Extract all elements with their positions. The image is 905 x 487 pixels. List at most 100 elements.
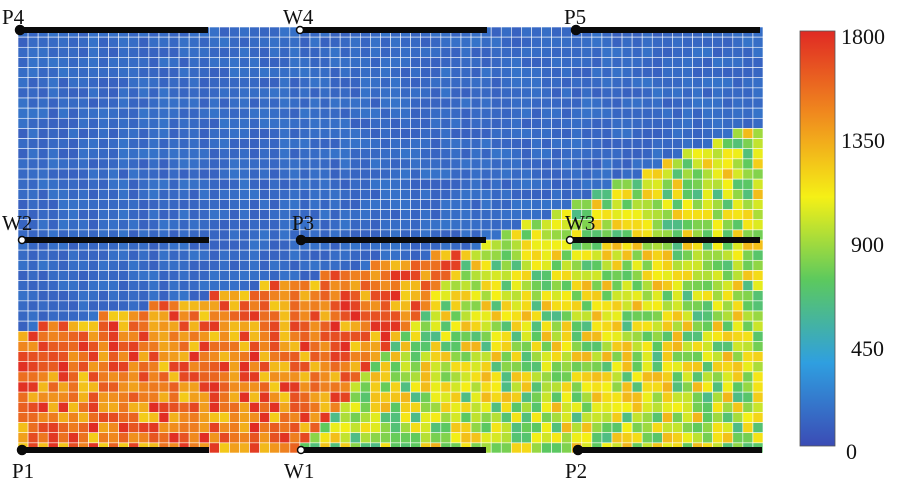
heatmap-cell (349, 107, 361, 119)
heatmap-cell (37, 412, 49, 423)
heatmap-cell (722, 351, 734, 363)
heatmap-cell (108, 128, 119, 139)
heatmap-cell (57, 290, 69, 302)
heatmap-cell (601, 270, 613, 281)
heatmap-cell (551, 290, 562, 302)
heatmap-cell (148, 168, 160, 180)
heatmap-cell (551, 107, 562, 119)
heatmap-cell (390, 280, 401, 292)
heatmap-cell (752, 270, 764, 281)
heatmap-cell (450, 178, 462, 190)
heatmap-cell (722, 290, 734, 302)
heatmap-cell (511, 97, 522, 109)
heatmap-cell (118, 97, 130, 109)
heatmap-cell (17, 381, 29, 393)
heatmap-cell (208, 259, 220, 271)
heatmap-cell (722, 361, 734, 373)
heatmap-cell (78, 320, 89, 332)
heatmap-cell (400, 77, 411, 89)
heatmap-cell (641, 36, 653, 48)
heatmap-cell (611, 249, 623, 261)
heatmap-cell (511, 87, 522, 99)
heatmap-cell (551, 249, 562, 261)
heatmap-cell (420, 320, 432, 332)
heatmap-cell (621, 57, 633, 68)
heatmap-cell (722, 381, 734, 393)
heatmap-cell (17, 77, 29, 89)
heatmap-cell (511, 117, 522, 129)
heatmap-cell (732, 128, 744, 139)
heatmap-cell (470, 422, 482, 434)
heatmap-cell (672, 290, 683, 302)
heatmap-cell (581, 270, 593, 281)
heatmap-cell (178, 219, 190, 231)
heatmap-cell (128, 87, 140, 99)
heatmap-cell (158, 77, 170, 89)
heatmap-cell (78, 249, 89, 261)
heatmap-cell (551, 168, 562, 180)
heatmap-cell (118, 330, 130, 342)
heatmap-cell (158, 290, 170, 302)
heatmap-cell (742, 138, 754, 150)
heatmap-cell (138, 87, 150, 99)
heatmap-cell (148, 77, 160, 89)
heatmap-cell (37, 391, 49, 403)
heatmap-cell (148, 259, 160, 271)
heatmap-cell (289, 391, 301, 403)
heatmap-cell (561, 422, 573, 434)
heatmap-cell (239, 219, 250, 231)
heatmap-cell (27, 168, 39, 180)
heatmap-cell (279, 442, 291, 454)
heatmap-cell (299, 259, 311, 271)
heatmap-cell (349, 259, 361, 271)
colorbar-gradient (799, 30, 836, 447)
heatmap-cell (631, 310, 643, 322)
heatmap-cell (561, 290, 573, 302)
heatmap-cell (178, 351, 190, 363)
heatmap-cell (631, 117, 643, 129)
heatmap-cell (480, 67, 492, 79)
heatmap-cell (78, 259, 89, 271)
heatmap-cell (450, 107, 462, 119)
heatmap-cell (631, 87, 643, 99)
heatmap-cell (138, 351, 150, 363)
heatmap-cell (98, 168, 109, 180)
heatmap-cell (490, 46, 502, 58)
heatmap-cell (420, 168, 432, 180)
heatmap-cell (178, 280, 190, 292)
heatmap-cell (259, 259, 270, 271)
heatmap-cell (178, 36, 190, 48)
heatmap-cell (219, 381, 230, 393)
heatmap-cell (339, 188, 351, 200)
heatmap-cell (611, 117, 623, 129)
heatmap-cell (541, 77, 552, 89)
heatmap-cell (239, 280, 250, 292)
heatmap-cell (521, 300, 532, 312)
heatmap-cell (420, 87, 432, 99)
heatmap-cell (672, 391, 683, 403)
heatmap-cell (390, 371, 401, 383)
heatmap-cell (380, 290, 391, 302)
heatmap-cell (188, 199, 200, 210)
heatmap-cell (239, 107, 250, 119)
heatmap-cell (672, 412, 683, 423)
heatmap-cell (591, 361, 603, 373)
heatmap-cell (259, 36, 270, 48)
heatmap-cell (269, 107, 281, 119)
heatmap-cell (339, 199, 351, 210)
heatmap-cell (420, 341, 432, 352)
heatmap-cell (299, 401, 311, 413)
heatmap-cell (219, 229, 230, 241)
heatmap-cell (450, 270, 462, 281)
heatmap-cell (208, 280, 220, 292)
heatmap-cell (158, 259, 170, 271)
heatmap-cell (500, 87, 512, 99)
heatmap-cell (410, 158, 422, 170)
heatmap-cell (430, 77, 442, 89)
heatmap-cell (531, 128, 542, 139)
heatmap-cell (400, 371, 411, 383)
heatmap-cell (98, 249, 109, 261)
heatmap-cell (440, 158, 452, 170)
heatmap-cell (349, 300, 361, 312)
heatmap-cell (198, 280, 210, 292)
